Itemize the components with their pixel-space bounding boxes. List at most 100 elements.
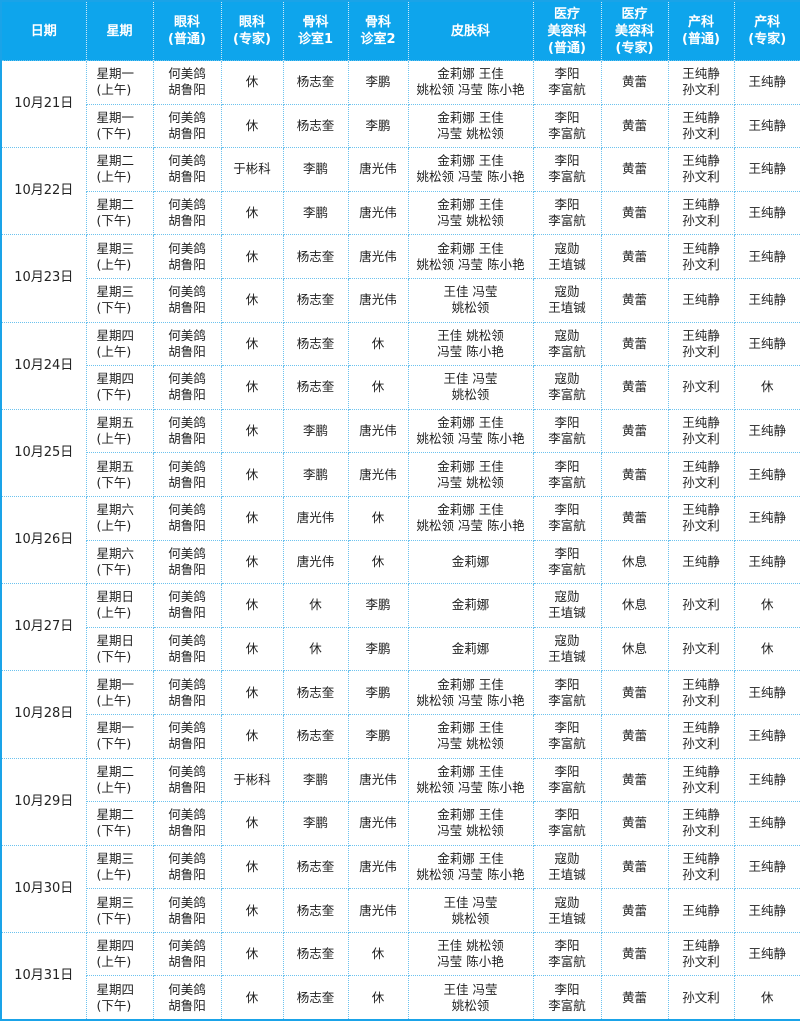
orthopedics-room1-cell: 杨志奎	[282, 670, 349, 715]
orthopedics-room2-cell: 唐光伟	[347, 277, 409, 323]
obstetrics-general-cell: 孙文利	[667, 365, 735, 410]
date-cell: 10月29日	[0, 757, 87, 846]
obstetrics-expert-cell: 王纯静	[733, 234, 800, 279]
obstetrics-expert-cell: 王纯静	[733, 844, 800, 890]
cosmetic-expert-cell: 黄蕾	[600, 975, 669, 1021]
dermatology-cell: 金莉娜 王佳 冯莹 姚松领	[407, 103, 534, 149]
ophthalmology-general-cell: 何美鸽 胡鲁阳	[152, 626, 222, 672]
cosmetic-expert-cell: 黄蕾	[600, 931, 669, 977]
obstetrics-general-cell: 王纯静 孙文利	[667, 60, 735, 105]
ophthalmology-general-cell: 何美鸽 胡鲁阳	[152, 103, 222, 149]
dermatology-cell: 王佳 姚松领 冯莹 陈小艳	[407, 321, 534, 367]
ophthalmology-general-cell: 何美鸽 胡鲁阳	[152, 888, 222, 933]
table-body: 10月21日 星期一 (上午) 何美鸽 胡鲁阳休杨志奎 李鹏 金莉娜 王佳 姚松领 冯莹…	[0, 59, 800, 1021]
column-header-dermatology: 皮肤科	[407, 1, 533, 61]
table-row: 10月28日 星期一 (上午) 何美鸽 胡鲁阳休杨志奎 李鹏 金莉娜 王佳 姚松领 冯莹…	[0, 670, 800, 759]
date-cell: 10月26日	[0, 495, 87, 585]
table-row: 星期五 (下午) 何美鸽 胡鲁阳休李鹏 唐光伟 金莉娜 王佳 冯莹 姚松领 李阳 李富航…	[1, 452, 800, 497]
dermatology-cell: 王佳 冯莹 姚松领	[407, 277, 534, 323]
column-header-cosmetic-expert: 医疗 美容科 (专家)	[600, 1, 668, 61]
table-row: 10月21日 星期一 (上午) 何美鸽 胡鲁阳休杨志奎 李鹏 金莉娜 王佳 姚松领 冯莹…	[0, 59, 800, 149]
ophthalmology-expert-cell: 休	[220, 365, 284, 410]
dermatology-cell: 金莉娜 王佳 姚松领 冯莹 陈小艳	[407, 495, 534, 541]
dermatology-cell: 金莉娜 王佳 姚松领 冯莹 陈小艳	[407, 234, 534, 279]
orthopedics-room1-cell: 李鹏	[282, 190, 349, 236]
cosmetic-expert-cell: 休息	[600, 626, 669, 672]
ophthalmology-expert-cell: 休	[220, 975, 284, 1021]
weekday-cell: 星期一 (上午)	[85, 60, 154, 105]
weekday-cell: 星期一 (下午)	[85, 713, 154, 759]
cosmetic-general-cell: 李阳 李富航	[532, 147, 602, 192]
orthopedics-room2-cell: 唐光伟	[347, 147, 409, 192]
weekday-cell: 星期三 (下午)	[85, 277, 154, 323]
cosmetic-expert-cell: 黄蕾	[600, 757, 669, 803]
weekday-cell: 星期日 (上午)	[85, 583, 154, 628]
dermatology-cell: 王佳 姚松领 冯莹 陈小艳	[407, 931, 534, 977]
cosmetic-expert-cell: 黄蕾	[600, 670, 669, 715]
ophthalmology-general-cell: 何美鸽 胡鲁阳	[152, 147, 222, 192]
weekday-cell: 星期四 (上午)	[85, 931, 154, 977]
orthopedics-room2-cell: 休	[347, 321, 409, 367]
ophthalmology-expert-cell: 休	[220, 888, 284, 933]
obstetrics-general-cell: 王纯静	[667, 888, 735, 933]
ophthalmology-expert-cell: 休	[220, 539, 284, 585]
table-row: 星期四 (下午) 何美鸽 胡鲁阳休杨志奎休王佳 冯莹 姚松领 寇勋 李富航 黄蕾 孙文利…	[1, 365, 800, 410]
date-cell: 10月23日	[0, 234, 87, 323]
dermatology-cell: 金莉娜	[407, 626, 534, 672]
ophthalmology-general-cell: 何美鸽 胡鲁阳	[152, 975, 222, 1021]
dermatology-cell: 金莉娜 王佳 姚松领 冯莹 陈小艳	[407, 757, 534, 803]
date-cell: 10月27日	[0, 583, 87, 672]
table-row: 10月29日 星期二 (上午) 何美鸽 胡鲁阳 于彬科 李鹏 唐光伟 金莉娜 王佳 姚松领 …	[0, 757, 800, 846]
orthopedics-room1-cell: 李鹏	[282, 452, 349, 497]
cosmetic-expert-cell: 黄蕾	[600, 234, 669, 279]
orthopedics-room2-cell: 唐光伟	[347, 234, 409, 279]
column-header-cosmetic-general: 医疗 美容科 (普通)	[532, 1, 601, 61]
cosmetic-expert-cell: 黄蕾	[600, 147, 669, 192]
date-cell: 10月24日	[0, 321, 87, 410]
weekday-cell: 星期四 (下午)	[85, 975, 154, 1021]
table-row: 星期日 (下午) 何美鸽 胡鲁阳休休李鹏 金莉娜 寇勋 王埴铖 休息 孙文利休	[1, 626, 800, 672]
cosmetic-expert-cell: 黄蕾	[600, 844, 669, 890]
obstetrics-expert-cell: 王纯静	[733, 60, 800, 105]
ophthalmology-expert-cell: 休	[220, 408, 284, 454]
cosmetic-expert-cell: 黄蕾	[600, 801, 669, 846]
obstetrics-expert-cell: 王纯静	[733, 408, 800, 454]
cosmetic-expert-cell: 休息	[600, 583, 669, 628]
weekday-cell: 星期二 (上午)	[85, 147, 154, 192]
orthopedics-room1-cell: 杨志奎	[282, 60, 349, 105]
table-row: 星期三 (下午) 何美鸽 胡鲁阳休杨志奎 唐光伟 王佳 冯莹 姚松领 寇勋 王埴铖 黄蕾王…	[1, 888, 800, 933]
cosmetic-general-cell: 李阳 李富航	[532, 452, 602, 497]
orthopedics-room2-cell: 李鹏	[347, 670, 409, 715]
orthopedics-room1-cell: 杨志奎	[282, 931, 349, 977]
obstetrics-expert-cell: 王纯静	[733, 277, 800, 323]
ophthalmology-expert-cell: 休	[220, 583, 284, 628]
obstetrics-general-cell: 孙文利	[667, 626, 735, 672]
orthopedics-room1-cell: 杨志奎	[282, 234, 349, 279]
orthopedics-room1-cell: 杨志奎	[282, 277, 349, 323]
cosmetic-general-cell: 李阳 李富航	[532, 801, 602, 846]
orthopedics-room1-cell: 杨志奎	[282, 365, 349, 410]
ophthalmology-general-cell: 何美鸽 胡鲁阳	[152, 60, 222, 105]
ophthalmology-expert-cell: 休	[220, 626, 284, 672]
orthopedics-room1-cell: 唐光伟	[282, 539, 349, 585]
obstetrics-expert-cell: 王纯静	[733, 147, 800, 192]
ophthalmology-expert-cell: 休	[220, 801, 284, 846]
cosmetic-expert-cell: 黄蕾	[600, 888, 669, 933]
weekday-cell: 星期三 (上午)	[85, 234, 154, 279]
ophthalmology-general-cell: 何美鸽 胡鲁阳	[152, 801, 222, 846]
cosmetic-expert-cell: 休息	[600, 539, 669, 585]
ophthalmology-general-cell: 何美鸽 胡鲁阳	[152, 539, 222, 585]
ophthalmology-expert-cell: 休	[220, 321, 284, 367]
weekday-cell: 星期六 (下午)	[85, 539, 154, 585]
orthopedics-room1-cell: 休	[282, 583, 349, 628]
obstetrics-general-cell: 孙文利	[667, 975, 735, 1021]
table-row: 星期六 (下午) 何美鸽 胡鲁阳休唐光伟休金莉娜 李阳 李富航 休息 王纯静 王纯静	[1, 539, 800, 585]
cosmetic-general-cell: 李阳 李富航	[532, 975, 602, 1021]
obstetrics-general-cell: 王纯静 孙文利	[667, 757, 735, 803]
ophthalmology-expert-cell: 休	[220, 452, 284, 497]
weekday-cell: 星期三 (下午)	[85, 888, 154, 933]
table-row: 10月25日 星期五 (上午) 何美鸽 胡鲁阳休李鹏 唐光伟 金莉娜 王佳 姚松领 冯莹…	[0, 408, 800, 497]
weekday-cell: 星期二 (下午)	[85, 801, 154, 846]
weekday-cell: 星期日 (下午)	[85, 626, 154, 672]
dermatology-cell: 王佳 冯莹 姚松领	[407, 365, 534, 410]
